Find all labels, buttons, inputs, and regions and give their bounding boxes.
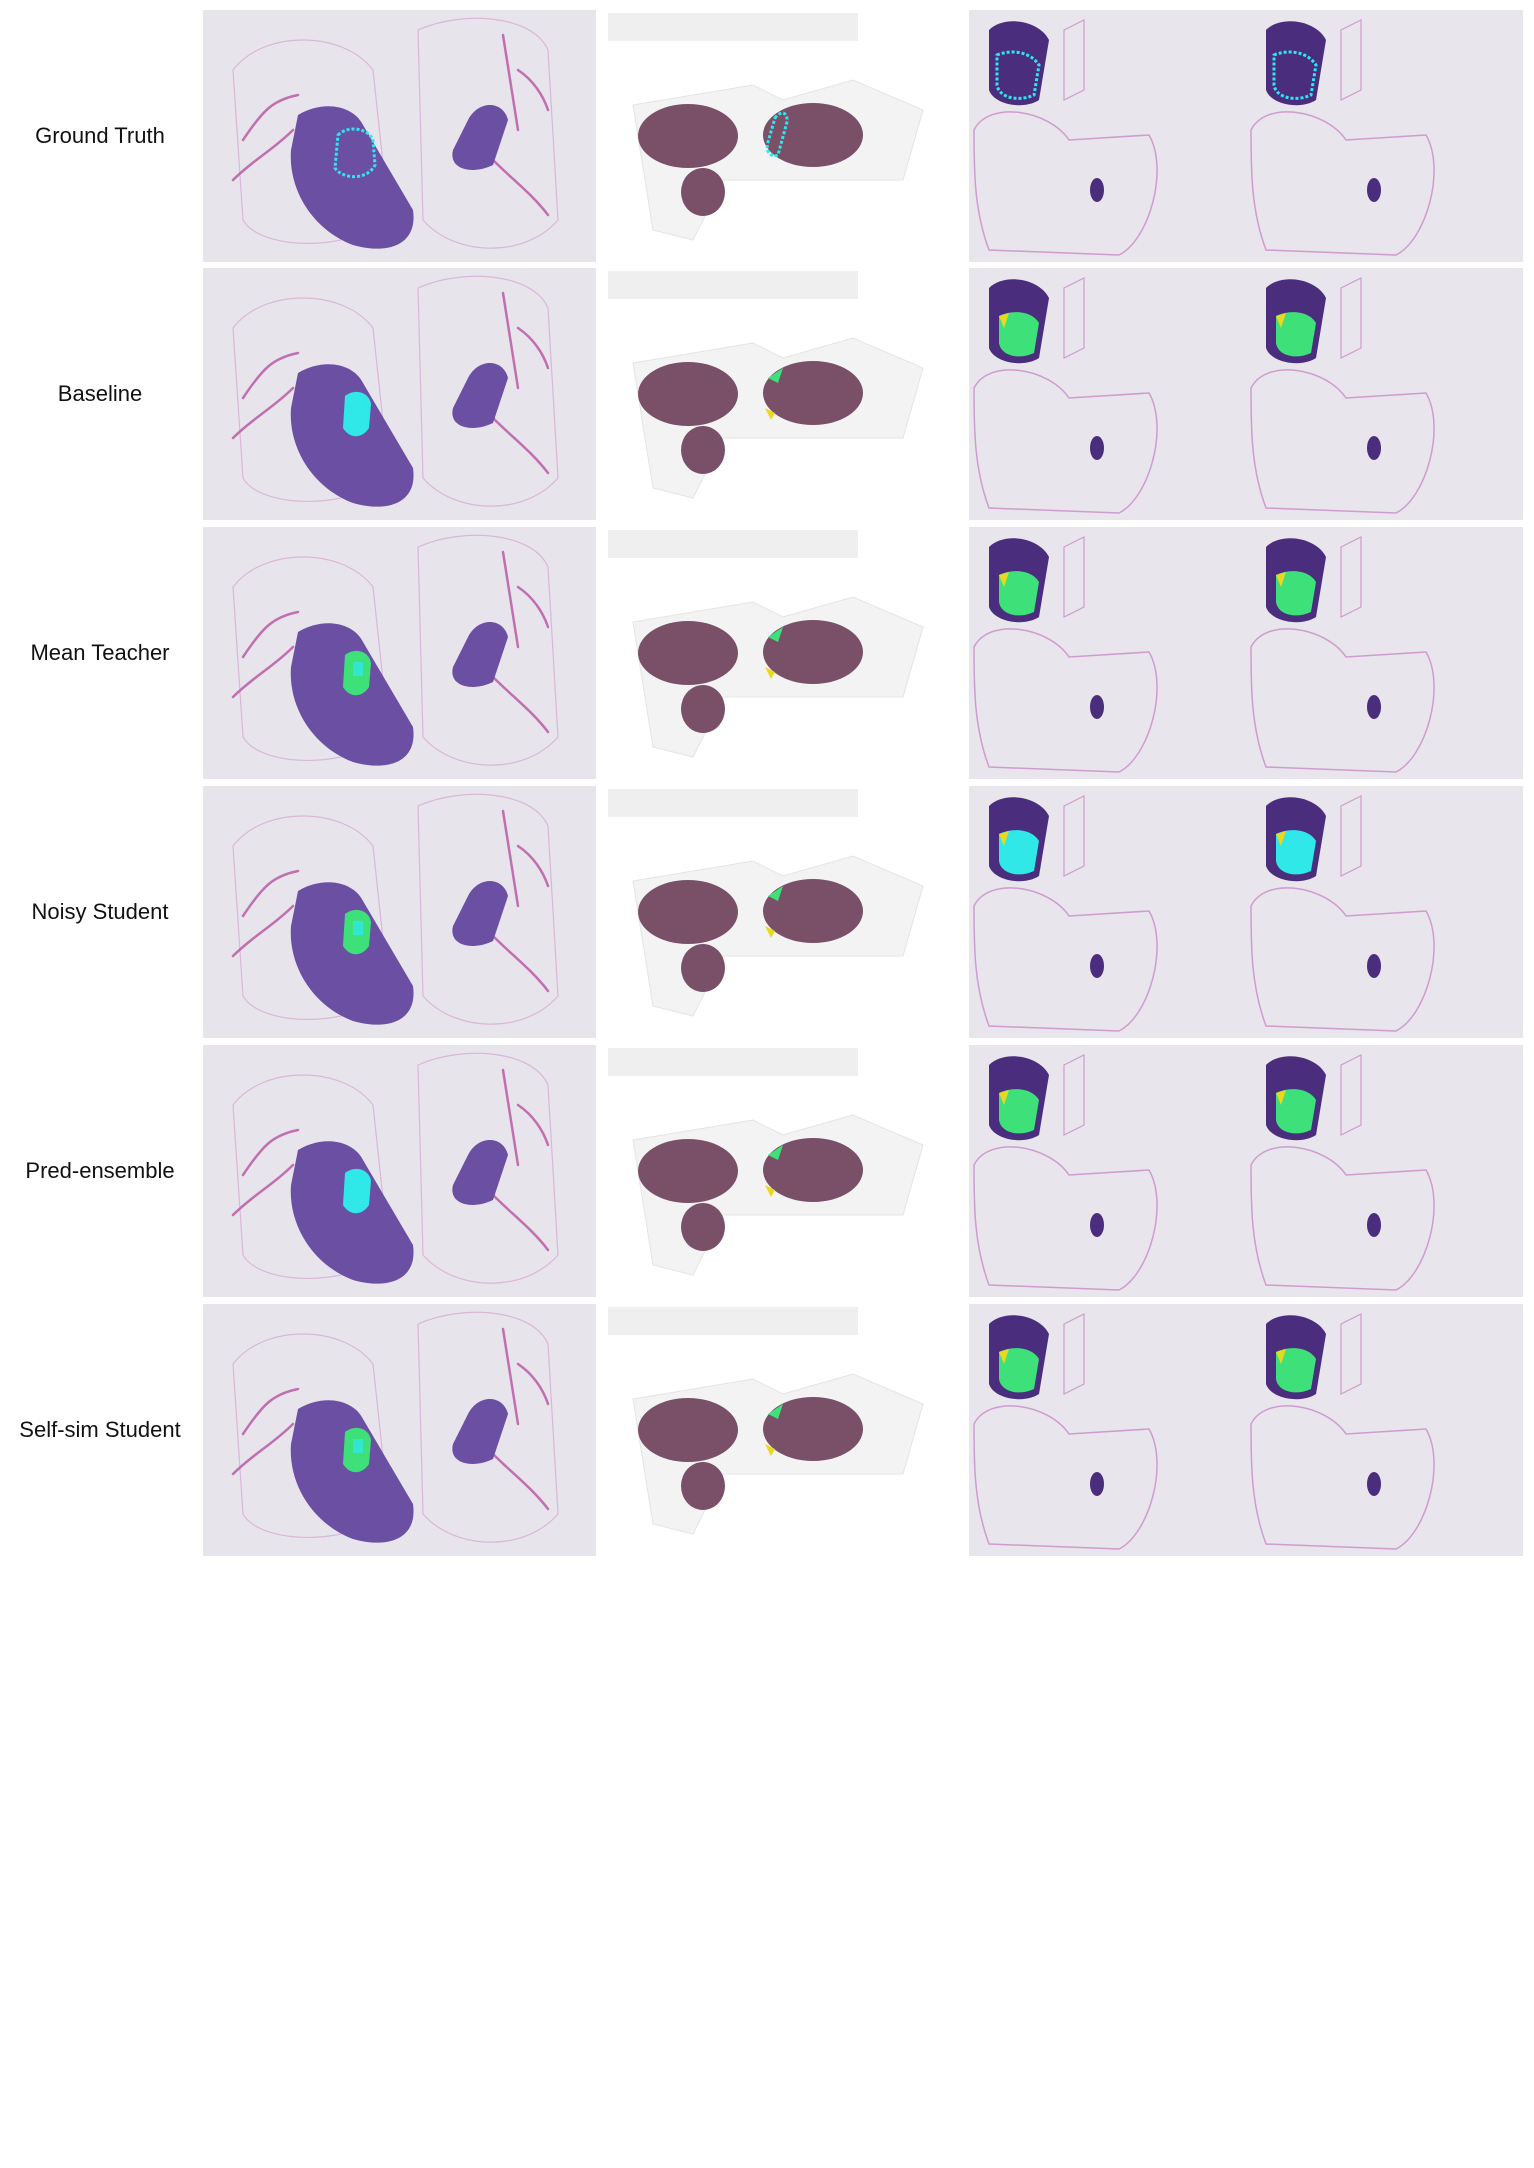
row-label-3: Mean Teacher [30, 640, 170, 665]
panel-row5-slide-3 [969, 1045, 1523, 1297]
slide-image [203, 527, 596, 779]
panel-row3-slide-3 [969, 527, 1523, 779]
slide-image [203, 1045, 596, 1297]
slide-image [969, 1304, 1523, 1556]
slide-image [603, 268, 962, 520]
slide-image [969, 1045, 1523, 1297]
slide-image [969, 10, 1523, 262]
slide-image [969, 786, 1523, 1038]
panel-row6-slide-2 [603, 1304, 962, 1556]
panel-row3-slide-1 [203, 527, 596, 779]
panel-row1-slide-1 [203, 10, 596, 262]
row-label-1: Ground Truth [35, 123, 165, 148]
panel-row5-slide-1 [203, 1045, 596, 1297]
row-label-5: Pred-ensemble [25, 1158, 175, 1183]
slide-image [603, 1045, 962, 1297]
panel-row3-slide-2 [603, 527, 962, 779]
panel-row5-slide-2 [603, 1045, 962, 1297]
panel-row6-slide-1 [203, 1304, 596, 1556]
panel-row4-slide-1 [203, 786, 596, 1038]
row-label-4: Noisy Student [31, 899, 169, 924]
slide-image [203, 10, 596, 262]
panel-row4-slide-3 [969, 786, 1523, 1038]
slide-image [603, 786, 962, 1038]
row-label-6: Self-sim Student [19, 1417, 181, 1442]
slide-image [969, 527, 1523, 779]
slide-image [969, 268, 1523, 520]
slide-image [203, 1304, 596, 1556]
slide-image [203, 268, 596, 520]
slide-image [203, 786, 596, 1038]
slide-image [603, 1304, 962, 1556]
row-label-2: Baseline [57, 381, 143, 406]
panel-row6-slide-3 [969, 1304, 1523, 1556]
panel-row2-slide-2 [603, 268, 962, 520]
panel-row4-slide-2 [603, 786, 962, 1038]
panel-row2-slide-3 [969, 268, 1523, 520]
panel-row1-slide-2 [603, 10, 962, 262]
slide-image [603, 527, 962, 779]
panel-row2-slide-1 [203, 268, 596, 520]
slide-image [603, 10, 962, 262]
panel-row1-slide-3 [969, 10, 1523, 262]
